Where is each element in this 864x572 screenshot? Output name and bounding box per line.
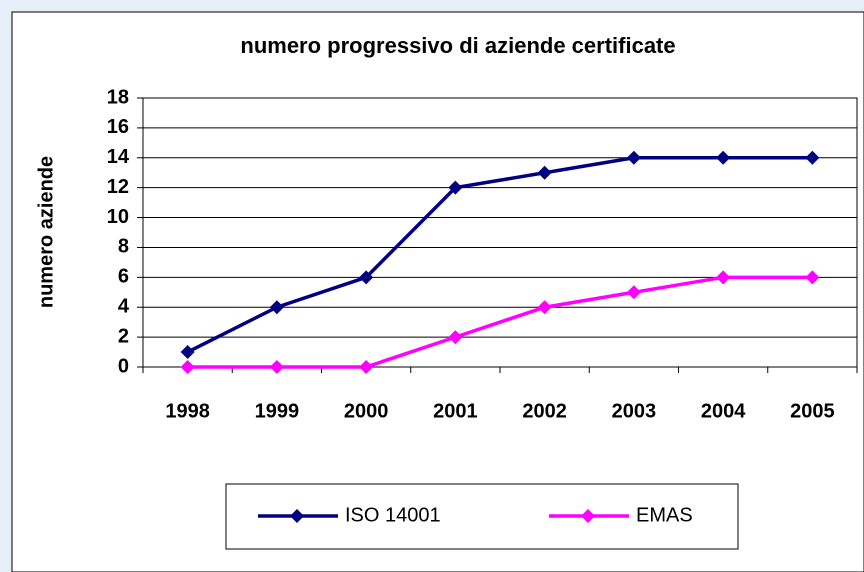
data-point	[537, 300, 552, 315]
y-tick-label: 0	[118, 355, 129, 377]
y-tick-label: 4	[118, 296, 130, 318]
y-axis-label: numero aziende	[35, 156, 57, 308]
data-point	[805, 150, 820, 165]
y-tick-label: 16	[107, 116, 129, 138]
x-tick-label: 2004	[701, 400, 746, 422]
x-tick-label: 2005	[790, 400, 835, 422]
legend-marker	[290, 509, 304, 523]
data-point	[626, 285, 641, 300]
data-point	[448, 330, 463, 345]
y-tick-label: 12	[107, 176, 129, 198]
x-tick-label: 2002	[522, 400, 567, 422]
y-tick-label: 18	[107, 86, 129, 108]
x-tick-label: 2003	[612, 400, 657, 422]
data-point	[359, 360, 374, 374]
data-point	[269, 360, 284, 374]
y-tick-label: 8	[118, 236, 129, 258]
data-point	[359, 270, 374, 285]
x-tick-label: 2001	[433, 400, 478, 422]
series-line	[187, 275, 813, 369]
legend-label: EMAS	[636, 504, 693, 526]
data-point	[448, 180, 463, 195]
y-tick-label: 2	[118, 325, 129, 347]
x-tick-label: 2000	[344, 400, 389, 422]
data-point	[180, 360, 195, 374]
y-tick-label: 6	[118, 266, 129, 288]
data-point	[626, 150, 641, 165]
legend-label: ISO 14001	[345, 504, 441, 526]
data-point	[180, 345, 195, 360]
data-point	[537, 165, 552, 180]
data-point	[269, 300, 284, 315]
x-tick-label: 1999	[255, 400, 300, 422]
data-point	[805, 270, 820, 285]
series-line	[186, 156, 813, 354]
chart-title: numero progressivo di aziende certificat…	[240, 33, 675, 58]
legend-marker	[581, 509, 595, 523]
y-tick-label: 10	[107, 206, 129, 228]
x-tick-label: 1998	[165, 400, 210, 422]
y-tick-label: 14	[107, 146, 130, 168]
chart-area	[11, 11, 864, 572]
data-point	[716, 150, 731, 165]
data-point	[716, 270, 731, 285]
